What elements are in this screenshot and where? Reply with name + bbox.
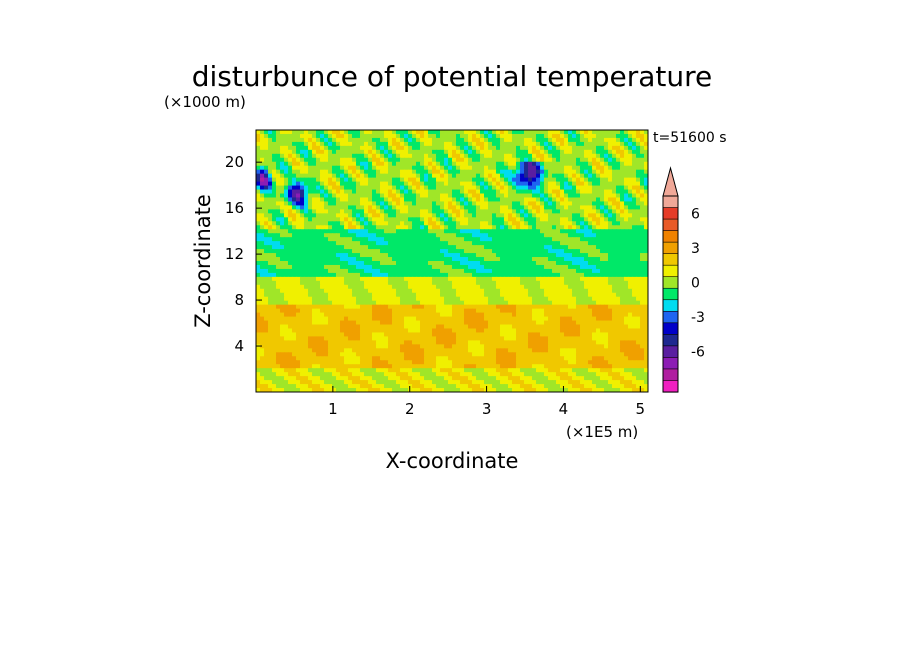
colorbar-tick-label: 6 — [691, 206, 700, 222]
plot-frame — [255, 129, 649, 393]
colorbar-swatch — [662, 276, 679, 289]
colorbar-tick-label: -3 — [691, 310, 705, 326]
time-label: t=51600 s — [653, 130, 727, 146]
colorbar-swatch — [662, 368, 679, 382]
colorbar-swatch — [662, 195, 679, 209]
y-tick-label: 20 — [225, 153, 244, 171]
colorbar-swatch — [662, 253, 679, 266]
colorbar-swatch — [662, 207, 679, 220]
x-tick-label: 5 — [636, 400, 646, 418]
chart-title: disturbunce of potential temperature — [192, 60, 713, 93]
y-tick-label: 16 — [225, 199, 244, 217]
colorbar-tick-label: 3 — [691, 241, 700, 257]
colorbar-swatch — [662, 357, 679, 370]
y-axis-title: Z-coordinate — [191, 194, 215, 328]
x-unit-label: (×1E5 m) — [566, 423, 638, 441]
colorbar-extend-arrow — [662, 166, 679, 197]
x-tick-label: 3 — [482, 400, 492, 418]
colorbar-swatch — [662, 345, 679, 359]
y-tick-label: 12 — [225, 245, 244, 263]
x-tick-label: 1 — [328, 400, 338, 418]
colorbar-swatch — [662, 322, 679, 335]
x-tick-label: 2 — [405, 400, 415, 418]
colorbar-swatch — [662, 380, 679, 393]
colorbar-tick-label: -6 — [691, 345, 705, 361]
heatmap-field — [256, 130, 648, 392]
y-unit-label: (×1000 m) — [164, 93, 246, 111]
colorbar-swatch — [662, 334, 679, 347]
y-axis-ticks: 4 8 12 16 20 — [225, 153, 262, 355]
colorbar-swatch — [662, 218, 679, 232]
x-tick-label: 4 — [559, 400, 569, 418]
colorbar-swatch — [662, 310, 679, 324]
colorbar-tick-label: 0 — [691, 276, 700, 292]
x-axis-ticks: 1 2 3 4 5 — [328, 386, 645, 418]
colorbar-swatch — [662, 287, 679, 301]
colorbar-swatch — [662, 241, 679, 255]
colorbar-swatch — [662, 299, 679, 312]
y-tick-label: 4 — [234, 337, 244, 355]
colorbar: 6 3 0 -3 -6 — [662, 166, 705, 393]
colorbar-swatch — [662, 264, 679, 278]
colorbar-swatch — [662, 230, 679, 243]
x-axis-title: X-coordinate — [386, 449, 519, 473]
y-tick-label: 8 — [234, 291, 244, 309]
